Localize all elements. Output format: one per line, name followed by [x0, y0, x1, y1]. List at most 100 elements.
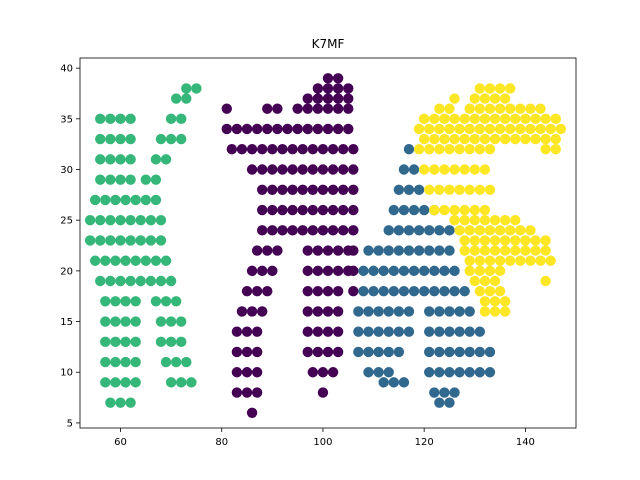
data-point — [474, 184, 486, 195]
data-point — [327, 164, 339, 175]
data-point — [499, 133, 511, 145]
data-point — [251, 387, 263, 398]
data-point — [413, 123, 425, 135]
data-point — [434, 225, 445, 236]
data-point — [110, 377, 121, 388]
x-axis: 60 80 100 120 140 — [114, 428, 535, 448]
data-point — [322, 83, 334, 94]
data-point — [272, 123, 283, 135]
data-point — [302, 326, 313, 337]
data-point — [550, 144, 561, 155]
data-point — [540, 245, 551, 256]
data-point — [241, 346, 253, 358]
data-point — [170, 296, 182, 307]
data-point — [135, 235, 146, 246]
data-point — [418, 113, 430, 125]
data-point — [449, 285, 460, 297]
data-point — [312, 83, 324, 94]
data-point — [429, 133, 440, 145]
data-point — [105, 113, 116, 125]
data-point — [251, 285, 263, 297]
series-3 — [413, 83, 567, 317]
data-point — [302, 123, 313, 135]
data-point — [241, 285, 253, 297]
data-point — [413, 144, 425, 155]
data-point — [115, 113, 126, 125]
data-point — [363, 326, 374, 337]
data-point — [459, 214, 470, 226]
y-tick-label: 30 — [60, 165, 73, 176]
data-point — [479, 235, 491, 246]
data-point — [231, 387, 243, 398]
data-point — [429, 164, 440, 175]
data-point — [353, 326, 364, 337]
data-point — [100, 255, 111, 266]
data-point — [535, 123, 546, 135]
data-point — [176, 113, 187, 125]
data-point — [494, 255, 506, 266]
data-point — [307, 164, 319, 175]
data-point — [267, 164, 278, 175]
data-point — [105, 214, 116, 226]
data-point — [100, 356, 111, 368]
data-point — [540, 133, 551, 145]
data-point — [120, 316, 131, 327]
data-point — [343, 265, 354, 277]
data-point — [84, 235, 96, 246]
data-point — [429, 113, 440, 125]
data-point — [505, 103, 516, 114]
data-point — [505, 123, 516, 135]
data-point — [312, 245, 324, 256]
data-point — [535, 255, 546, 266]
data-point — [348, 225, 359, 236]
data-point — [125, 113, 136, 125]
data-point — [337, 204, 349, 216]
data-point — [459, 113, 470, 125]
data-point — [434, 123, 445, 135]
y-tick-label: 35 — [60, 114, 73, 125]
data-point — [469, 275, 480, 287]
data-point — [499, 93, 511, 104]
data-point — [332, 285, 344, 297]
data-point — [484, 367, 496, 378]
data-point — [469, 133, 480, 145]
data-point — [348, 164, 359, 175]
data-point — [155, 214, 167, 226]
data-point — [494, 123, 506, 135]
data-point — [343, 83, 354, 94]
data-point — [363, 245, 374, 256]
data-point — [383, 225, 394, 236]
data-point — [530, 113, 541, 125]
data-point — [383, 367, 394, 378]
data-point — [317, 144, 329, 155]
data-point — [221, 123, 232, 135]
data-point — [332, 93, 344, 104]
data-point — [499, 296, 511, 307]
data-point — [408, 204, 420, 216]
data-point — [125, 397, 136, 408]
data-point — [424, 144, 435, 155]
data-point — [474, 346, 486, 358]
data-point — [267, 225, 278, 236]
data-point — [479, 275, 491, 287]
data-point — [145, 235, 157, 246]
y-tick-label: 5 — [67, 418, 73, 429]
data-point — [464, 103, 475, 114]
data-point — [393, 326, 405, 337]
data-point — [95, 174, 106, 185]
data-point — [110, 194, 121, 206]
data-point — [257, 225, 268, 236]
data-point — [307, 144, 319, 155]
data-point — [449, 93, 460, 104]
data-point — [353, 346, 364, 358]
data-point — [403, 184, 415, 195]
data-point — [535, 103, 546, 114]
data-point — [489, 93, 501, 104]
data-point — [246, 265, 258, 277]
data-point — [231, 326, 243, 337]
data-point — [236, 306, 248, 317]
data-point — [434, 103, 445, 114]
data-point — [363, 346, 374, 358]
data-point — [474, 255, 486, 266]
